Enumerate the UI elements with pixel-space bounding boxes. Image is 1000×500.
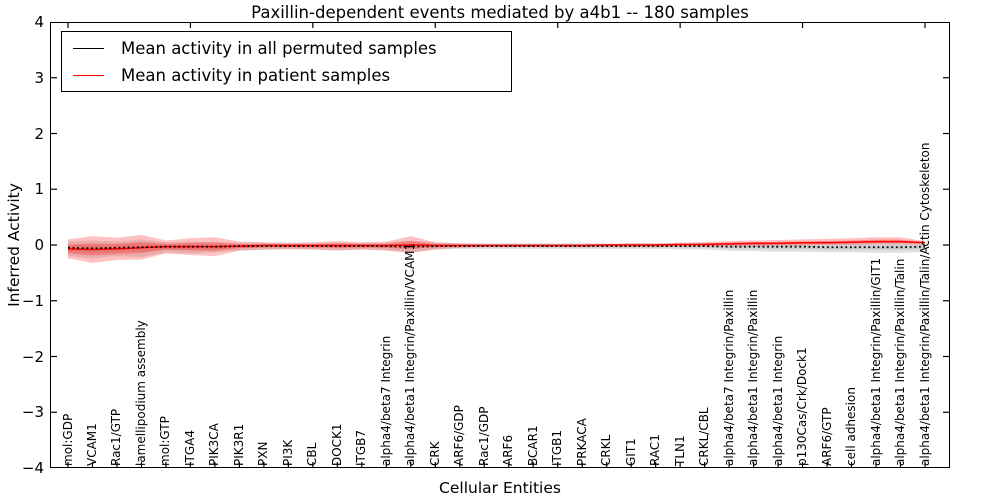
y-tick-label: −3 — [21, 403, 44, 422]
x-tick-label: CRKL/CBL — [697, 407, 712, 466]
y-tick-label: −2 — [21, 347, 44, 366]
x-tick-label: PIK3CA — [207, 423, 222, 466]
x-tick-label: mol:GDP — [60, 413, 75, 466]
x-tick-label: Rac1/GTP — [109, 408, 124, 466]
x-tick-label: alpha4/beta1 Integrin/Paxillin/GIT1 — [868, 257, 883, 466]
x-tick-label: ARF6/GTP — [819, 407, 834, 466]
x-tick-label: GIT1 — [623, 438, 638, 466]
y-tick-label: −4 — [21, 459, 44, 477]
x-tick-label: ITGB1 — [550, 429, 565, 466]
x-tick-label: mol:GTP — [158, 416, 173, 466]
x-tick-label: alpha4/beta1 Integrin — [770, 335, 785, 466]
x-tick-label: CRK — [427, 441, 442, 466]
chart-canvas — [51, 22, 949, 468]
x-tick-label: BCAR1 — [525, 425, 540, 466]
y-axis-label: Inferred Activity — [5, 183, 23, 307]
line-permuted-mean — [67, 245, 926, 250]
legend-line-sample-black — [73, 47, 104, 49]
x-tick-label: RAC1 — [648, 434, 663, 466]
x-tick-label: alpha4/beta1 Integrin/Paxillin — [746, 289, 761, 466]
x-tick-label: PIK3R1 — [231, 423, 246, 466]
chart-title: Paxillin-dependent events mediated by a4… — [251, 3, 749, 22]
x-tick-label: ITGA4 — [182, 429, 197, 466]
x-tick-label: cell adhesion — [844, 387, 859, 466]
x-tick-label: alpha4/beta1 Integrin/Paxillin/VCAM1 — [403, 242, 418, 466]
y-tick-label: 4 — [34, 13, 44, 31]
x-tick-label: alpha4/beta7 Integrin — [378, 335, 393, 466]
y-tick-label: 3 — [34, 68, 44, 87]
x-tick-label: alpha4/beta1 Integrin/Paxillin/Talin — [893, 258, 907, 466]
x-tick-label: ARF6 — [501, 434, 516, 466]
tick-marks — [51, 22, 949, 468]
x-tick-label: ITGB7 — [354, 429, 369, 466]
x-tick-label: VCAM1 — [84, 423, 99, 466]
y-tick-label: −1 — [21, 291, 44, 310]
x-tick-label: ARF6/GDP — [452, 405, 467, 466]
y-tick-label: 1 — [34, 180, 44, 199]
legend-label: Mean activity in patient samples — [121, 65, 391, 85]
y-tick-label: 2 — [34, 124, 44, 143]
band-patient-outer — [68, 234, 925, 263]
x-tick-label: PXN — [256, 441, 271, 466]
x-tick-label: PRKACA — [574, 418, 589, 466]
x-tick-label: DOCK1 — [329, 423, 344, 466]
x-tick-label: CBL — [305, 442, 320, 466]
x-tick-label: Rac1/GDP — [476, 406, 491, 466]
x-tick-label: CRKL — [599, 434, 614, 466]
legend-line-sample-red — [73, 74, 104, 76]
legend: Mean activity in all permuted samples Me… — [61, 31, 512, 92]
legend-label: Mean activity in all permuted samples — [121, 38, 437, 58]
x-tick-label: lamellipodium assembly — [133, 320, 148, 466]
legend-entry-patient: Mean activity in patient samples — [62, 62, 511, 89]
x-tick-label: TLN1 — [672, 435, 687, 466]
legend-entry-permuted: Mean activity in all permuted samples — [62, 35, 511, 62]
x-axis-label: Cellular Entities — [439, 479, 561, 497]
x-tick-label: alpha4/beta1 Integrin/Paxillin/Talin/Act… — [917, 142, 932, 466]
x-tick-label: PI3K — [280, 439, 295, 466]
x-tick-label: alpha4/beta7 Integrin/Paxillin — [721, 289, 736, 466]
x-tick-label: p130Cas/Crk/Dock1 — [795, 347, 810, 466]
y-tick-label: 0 — [34, 236, 44, 254]
